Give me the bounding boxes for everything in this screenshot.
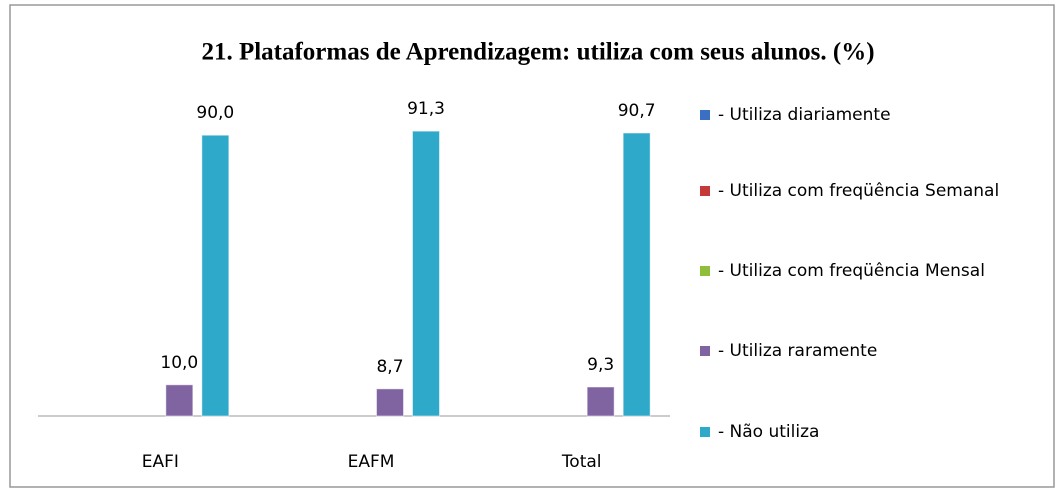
data-label: 10,0	[160, 353, 198, 373]
data-label: 9,3	[587, 355, 614, 375]
legend-label: - Não utiliza	[718, 422, 819, 442]
legend-label: - Utiliza com freqüência Mensal	[718, 261, 985, 281]
data-label: 8,7	[376, 357, 403, 377]
legend-label: - Utiliza diariamente	[718, 105, 891, 125]
data-label: 90,0	[196, 103, 234, 123]
chart-title: 21. Plataformas de Aprendizagem: utiliza…	[201, 39, 874, 66]
legend-marker	[700, 346, 710, 356]
x-tick-label: Total	[561, 452, 602, 472]
legend-marker	[700, 186, 710, 196]
legend-label: - Utiliza raramente	[718, 341, 877, 361]
legend-marker	[700, 110, 710, 120]
x-tick-label: EAFM	[348, 452, 395, 472]
data-label: 91,3	[407, 99, 445, 119]
bar	[622, 132, 651, 417]
legend-marker	[700, 266, 710, 276]
bar	[201, 134, 230, 417]
bar	[586, 386, 615, 417]
bar	[165, 384, 194, 417]
bar	[412, 130, 440, 417]
legend-marker	[700, 427, 710, 437]
x-tick-label: EAFI	[142, 452, 179, 472]
bar	[376, 388, 404, 417]
legend-label: - Utiliza com freqüência Semanal	[718, 181, 999, 201]
data-label: 90,7	[618, 101, 656, 121]
